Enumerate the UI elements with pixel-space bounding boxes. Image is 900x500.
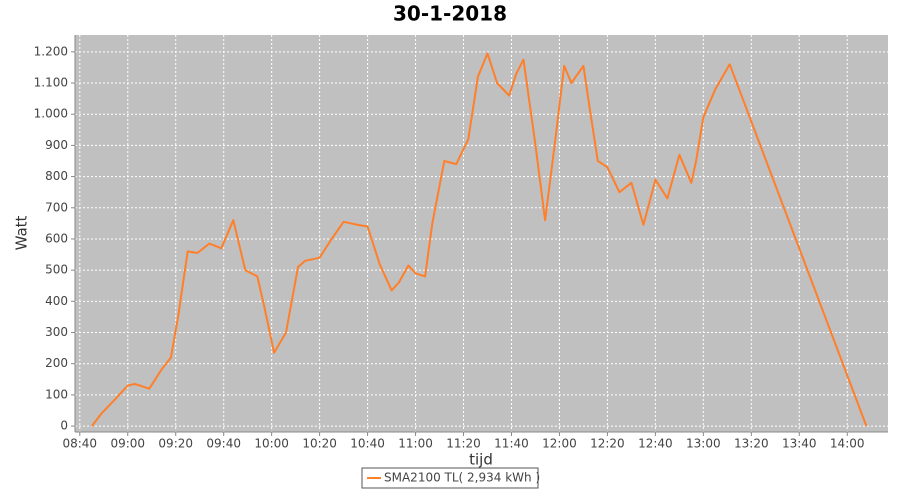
x-tick-label: 11:00 (398, 437, 433, 451)
y-axis-label: Watt (13, 215, 31, 250)
x-tick-label: 10:40 (350, 437, 385, 451)
x-tick-label: 13:20 (734, 437, 769, 451)
y-tick-label: 500 (45, 263, 68, 277)
y-tick-label: 1.200 (34, 44, 68, 58)
x-tick-label: 09:40 (206, 437, 241, 451)
x-tick-label: 12:40 (638, 437, 673, 451)
x-tick-label: 13:00 (686, 437, 721, 451)
x-axis-label: tijd (469, 451, 493, 469)
x-tick-label: 10:20 (302, 437, 337, 451)
data-line (91, 52, 868, 427)
y-tick-label: 1.100 (34, 76, 68, 90)
y-tick-label: 200 (45, 356, 68, 370)
x-tick-label: 08:40 (62, 437, 97, 451)
x-tick-label: 12:00 (542, 437, 577, 451)
x-tick-label: 11:40 (494, 437, 529, 451)
y-tick-label: 900 (45, 138, 68, 152)
x-tick-label: 14:00 (830, 437, 865, 451)
chart-title: 30-1-2018 (393, 2, 507, 26)
y-tick-label: 400 (45, 294, 68, 308)
x-tick-label: 11:20 (446, 437, 481, 451)
x-tick-label: 09:20 (158, 437, 193, 451)
x-tick-label: 10:00 (254, 437, 289, 451)
y-tick-label: 100 (45, 387, 68, 401)
x-tick-label: 09:00 (110, 437, 145, 451)
y-tick-label: 700 (45, 200, 68, 214)
plot-area (75, 35, 888, 432)
y-tick-label: 600 (45, 231, 68, 245)
legend-label: SMA2100 TL( 2,934 kWh ) (384, 471, 540, 485)
y-tick-label: 800 (45, 169, 68, 183)
legend-box (361, 467, 539, 489)
y-tick-label: 300 (45, 325, 68, 339)
y-tick-label: 1.000 (34, 107, 68, 121)
y-tick-label: 0 (60, 419, 68, 433)
x-tick-label: 12:20 (590, 437, 625, 451)
x-tick-label: 13:40 (782, 437, 817, 451)
